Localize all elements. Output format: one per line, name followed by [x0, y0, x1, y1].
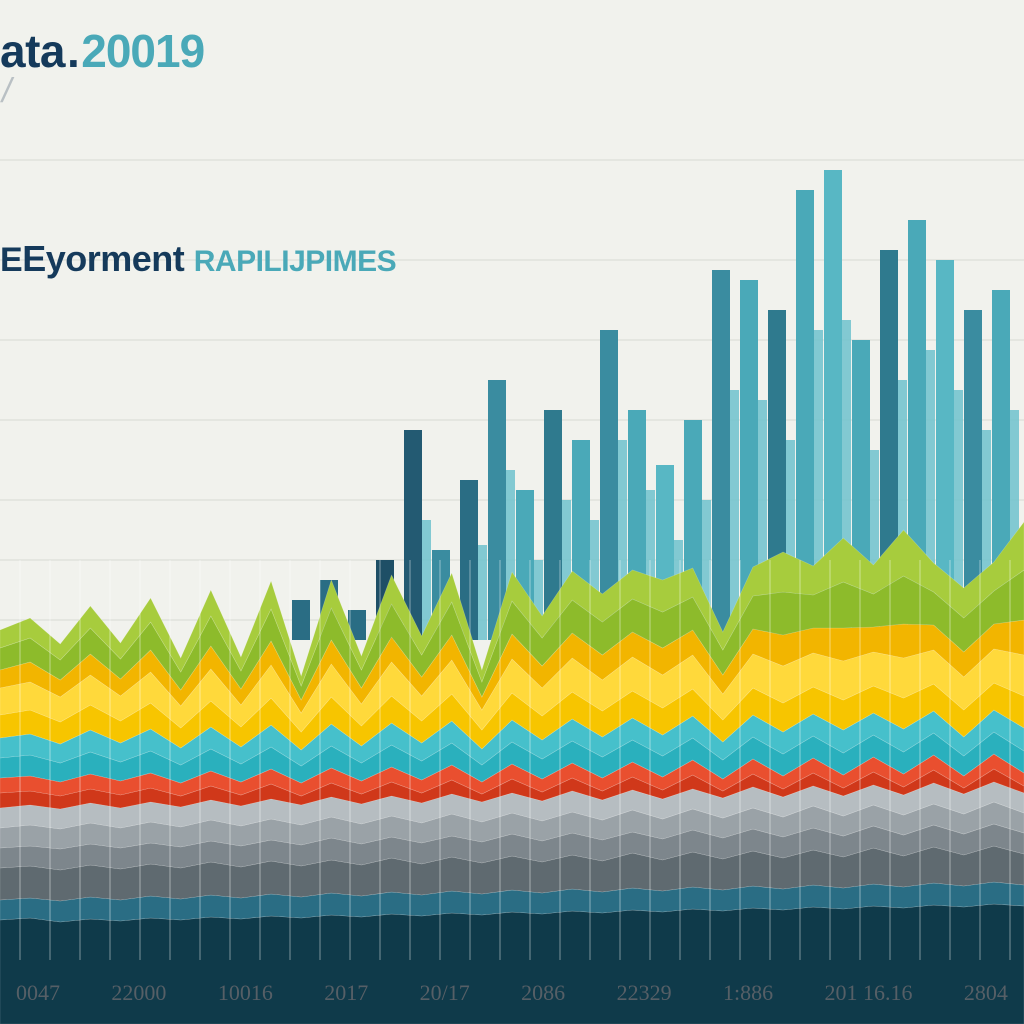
- x-tick-label: 2017: [324, 980, 368, 1006]
- title-block: ata.20019 /: [0, 24, 204, 111]
- subtitle-trail: Rapilijpimes: [194, 245, 396, 278]
- x-tick-label: 201 16.16: [825, 980, 913, 1006]
- chart-container: ata.20019 / EEyorment Rapilijpimes 0047 2…: [0, 0, 1024, 1024]
- subtitle-lead: Eyorment: [22, 238, 194, 279]
- x-tick-label: 1:886: [723, 980, 773, 1006]
- subtitle-leadcap: E: [0, 241, 22, 279]
- x-tick-label: 20/17: [420, 980, 470, 1006]
- chart-plot: [0, 0, 1024, 1024]
- x-axis-labels: 0047 22000 10016 2017 20/17 2086 22329 1:886 201…: [10, 980, 1014, 1006]
- title-part2: 20019: [81, 25, 204, 77]
- x-tick-label: 10016: [218, 980, 273, 1006]
- x-tick-label: 2086: [521, 980, 565, 1006]
- subtitle: EEyorment Rapilijpimes: [0, 238, 396, 280]
- x-tick-label: 2804: [964, 980, 1008, 1006]
- x-tick-label: 22000: [111, 980, 166, 1006]
- page-title: ata.20019: [0, 24, 204, 78]
- title-part1: ata: [0, 25, 65, 77]
- x-tick-label: 0047: [16, 980, 60, 1006]
- title-sep: .: [67, 25, 79, 77]
- x-tick-label: 22329: [617, 980, 672, 1006]
